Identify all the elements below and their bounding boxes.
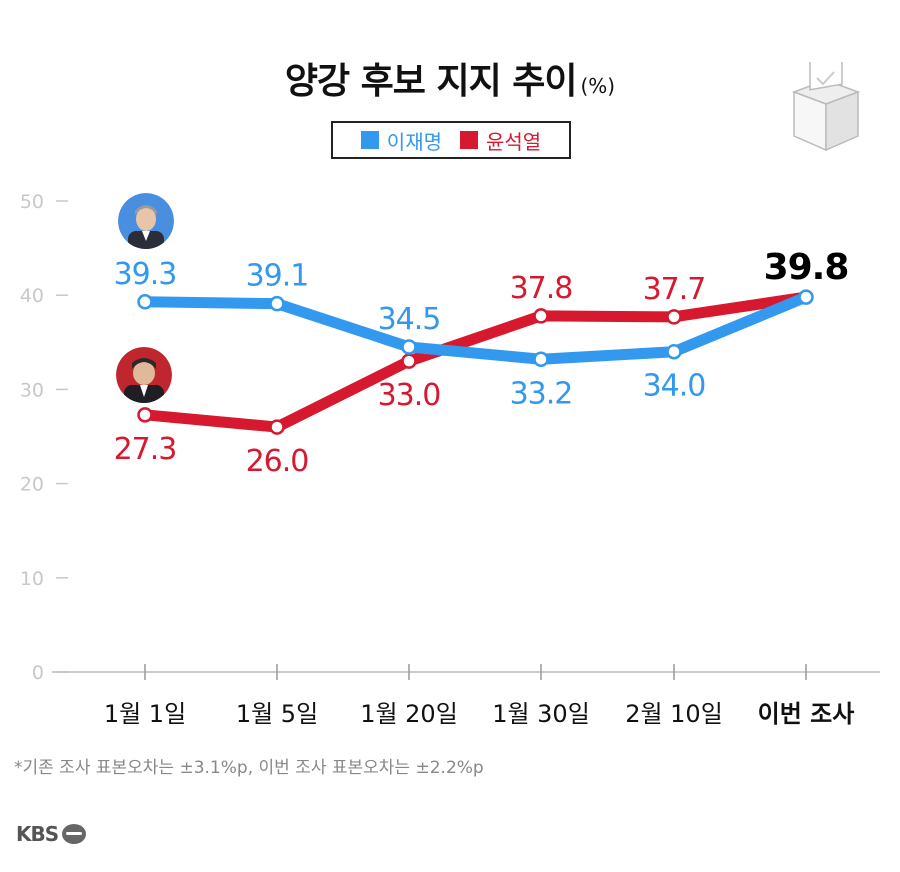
- avatar-yoon: [116, 347, 172, 403]
- data-point-yoon: [666, 309, 682, 325]
- data-label-yoon: 27.3: [114, 432, 177, 467]
- data-point-lee: [533, 351, 549, 368]
- x-tick-label: 1월 1일: [104, 700, 186, 728]
- data-label-yoon: 26.0: [246, 444, 309, 479]
- x-tick-label: 1월 30일: [492, 700, 590, 728]
- x-tick-label: 2월 10일: [625, 700, 723, 728]
- y-tick-label: 0: [32, 662, 44, 684]
- x-tick-label: 1월 5일: [236, 700, 318, 728]
- legend-item-yoon: 윤석열: [460, 126, 541, 155]
- data-label-yoon: 33.0: [378, 378, 441, 413]
- data-label-lee: 34.0: [643, 369, 706, 404]
- chart-title-text: 양강 후보 지지 추이: [284, 61, 578, 102]
- legend-swatch-lee: [360, 131, 379, 149]
- data-label-lee: 39.8: [764, 247, 849, 288]
- data-label-lee: 34.5: [378, 302, 441, 337]
- chart-title: 양강 후보 지지 추이 (%): [0, 52, 900, 104]
- series-points: [137, 289, 814, 435]
- ballot-box-icon: [791, 62, 861, 152]
- data-label-yoon: 37.7: [643, 272, 706, 307]
- data-label-lee: 33.2: [510, 376, 573, 411]
- series-lines: [139, 291, 812, 433]
- x-axis: 1월 1일 1월 5일 1월 20일 1월 30일 2월 10일 이번 조사: [104, 664, 855, 728]
- data-point-lee: [137, 294, 153, 310]
- footnote: *기존 조사 표본오차는 ±3.1%p, 이번 조사 표본오차는 ±2.2%p: [14, 758, 484, 778]
- data-point-yoon: [137, 407, 153, 423]
- kbs-logo-icon: [62, 824, 87, 844]
- data-point-lee: [269, 295, 285, 312]
- data-point-lee: [401, 339, 417, 355]
- legend-item-lee: 이재명: [360, 126, 442, 155]
- legend-label-yoon: 윤석열: [486, 129, 542, 154]
- kbs-logo-text: KBS: [16, 822, 59, 846]
- kbs-logo: KBS: [16, 822, 87, 846]
- data-point-lee: [666, 343, 682, 360]
- data-point-yoon: [401, 353, 417, 369]
- series-line-yoon: [139, 291, 812, 433]
- data-point-yoon: [269, 419, 285, 435]
- avatar-lee: [118, 193, 174, 249]
- data-labels: 39.3 39.1 34.5 33.2 34.0 39.8 27.3 26.0 33.0 37.8…: [114, 247, 850, 479]
- series-line-lee: [139, 291, 812, 365]
- chart-legend: 이재명 윤석열: [331, 121, 571, 159]
- y-tick-label: 40: [20, 285, 44, 307]
- data-point-lee: [798, 289, 814, 305]
- y-tick-label: 30: [20, 379, 44, 401]
- data-label-lee: 39.3: [114, 257, 177, 292]
- data-label-yoon: 37.8: [510, 271, 573, 306]
- chart-title-unit: (%): [580, 74, 616, 98]
- data-point-yoon: [533, 308, 549, 324]
- y-tick-label: 50: [20, 191, 44, 213]
- x-tick-label: 1월 20일: [360, 700, 458, 728]
- y-axis: 0 10 20 30 40 50: [20, 191, 68, 684]
- y-tick-label: 10: [20, 568, 44, 590]
- legend-swatch-yoon: [460, 131, 478, 149]
- x-tick-label: 이번 조사: [758, 700, 855, 728]
- legend-label-lee: 이재명: [386, 129, 442, 154]
- y-tick-label: 20: [20, 474, 44, 496]
- data-label-lee: 39.1: [246, 259, 309, 294]
